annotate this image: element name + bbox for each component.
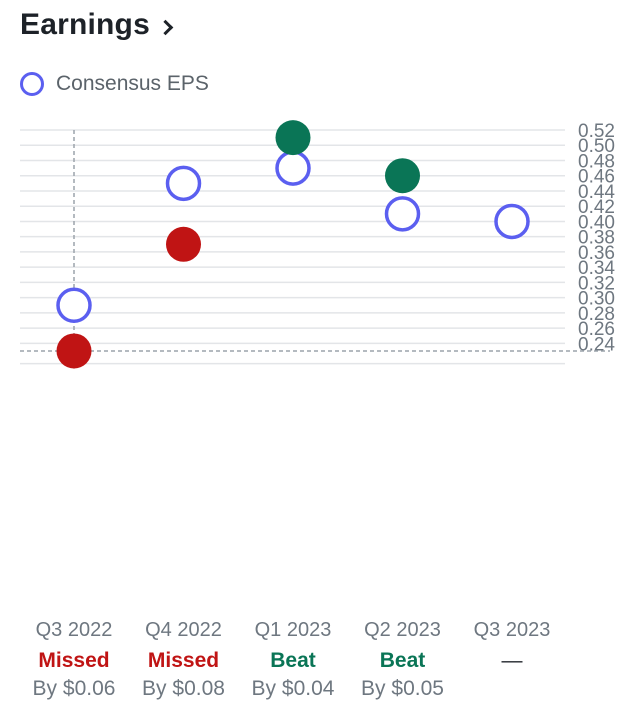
surprise-label: By $0.04 [252,677,335,700]
x-tick-label: Q3 2022 [36,619,113,641]
x-tick-label: Q3 2023 [474,619,551,641]
y-tick-label: 0.24 [578,334,615,355]
legend-label-consensus: Consensus EPS [56,72,209,95]
y-tick-label: 0.40 [578,212,615,233]
y-tick-label: 0.42 [578,197,615,218]
y-tick-label: 0.34 [578,258,615,279]
actual-eps-point[interactable] [56,333,92,369]
consensus-eps-point[interactable] [494,203,530,240]
actual-eps-point[interactable] [385,158,420,194]
surprise-label: By $0.05 [361,677,444,700]
y-tick-label: 0.36 [578,243,615,264]
actual-eps-point[interactable] [275,120,311,156]
surprise-label: By $0.08 [142,677,225,700]
y-tick-label: 0.38 [578,228,615,249]
y-tick-label: 0.50 [578,136,615,157]
y-tick-label: 0.28 [578,304,615,325]
section-title: Earnings [20,8,150,41]
consensus-eps-point[interactable] [165,165,202,202]
earnings-result-label: Missed [38,649,109,672]
surprise-label: By $0.06 [33,677,116,700]
x-tick-label: Q4 2022 [145,619,222,641]
y-tick-label: 0.48 [578,151,615,172]
y-tick-label: 0.52 [578,121,615,142]
y-tick-label: 0.32 [578,273,615,294]
earnings-header[interactable]: Earnings [20,8,174,42]
y-tick-label: 0.30 [578,289,615,310]
chevron-right-icon [157,19,174,35]
y-tick-label: 0.44 [578,182,615,203]
x-tick-label: Q1 2023 [255,619,332,641]
hollow-circle-icon [20,72,44,96]
y-tick-label: 0.46 [578,167,615,188]
consensus-eps-point[interactable] [275,150,311,186]
actual-eps-point[interactable] [166,226,201,262]
earnings-result-label: Missed [148,649,219,672]
earnings-result-label: Beat [380,649,426,672]
consensus-eps-point[interactable] [384,196,421,232]
chart-legend: Consensus EPS [20,72,209,96]
earnings-result-label: — [502,649,523,672]
earnings-chart: 0.520.500.480.460.440.420.400.380.360.34… [20,120,615,700]
earnings-result-label: Beat [270,649,316,672]
consensus-eps-point[interactable] [56,287,92,324]
x-tick-label: Q2 2023 [364,619,441,641]
y-tick-label: 0.26 [578,319,615,340]
